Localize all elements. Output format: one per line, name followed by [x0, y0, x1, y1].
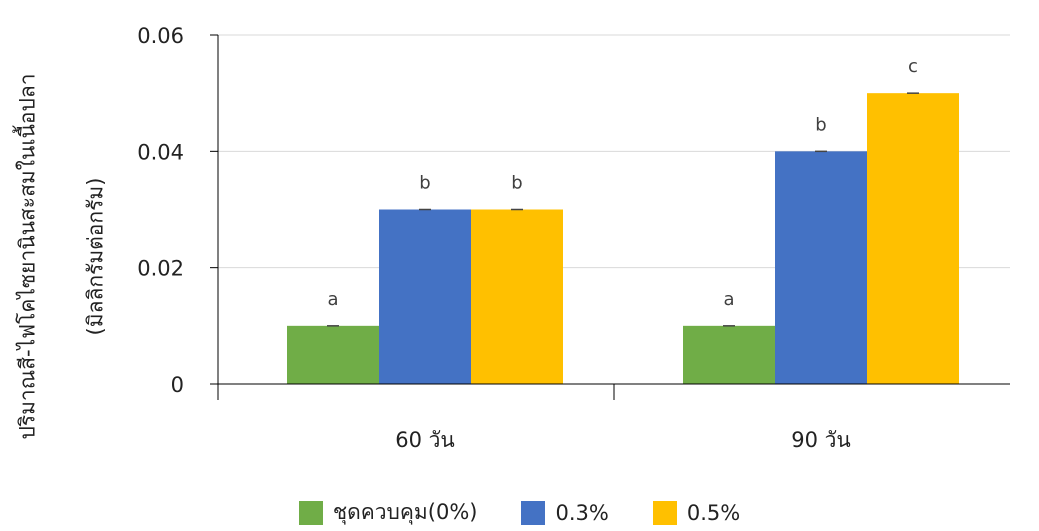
y-tick-label: 0.06: [137, 24, 184, 48]
legend-item-control: ชุดควบคุม(0%): [298, 496, 478, 529]
significance-letter: b: [815, 114, 826, 135]
y-tick-label: 0: [171, 373, 184, 397]
significance-letter: a: [327, 289, 338, 310]
bar: [683, 325, 775, 384]
legend-swatch-control: [298, 500, 323, 525]
x-tick-labels: 60 วัน 90 วัน: [395, 428, 851, 452]
significance-letter: b: [511, 173, 522, 194]
legend-label-0.3: 0.3%: [555, 500, 609, 525]
bars: [287, 92, 959, 385]
y-axis-title-line1: ปริมาณสี-ไฟโคไซยานินสะสมในเนื้อปลา: [15, 73, 40, 440]
legend-item-0.5: 0.5%: [652, 500, 741, 525]
bar: [379, 209, 471, 384]
y-tick-label: 0.02: [137, 257, 184, 281]
x-tick-label: 90 วัน: [791, 428, 851, 452]
bar: [867, 93, 959, 385]
legend: ชุดควบคุม(0%) 0.3% 0.5%: [0, 496, 1039, 529]
bar: [775, 151, 867, 384]
legend-swatch-0.3: [521, 500, 546, 525]
x-tick-label: 60 วัน: [395, 428, 455, 452]
legend-label-0.5: 0.5%: [686, 500, 741, 525]
significance-letter: b: [419, 173, 430, 194]
y-tick-label: 0.04: [137, 140, 184, 164]
bar: [471, 209, 563, 384]
significance-letter: a: [723, 289, 734, 310]
legend-swatch-0.5: [652, 500, 677, 525]
axes: [210, 34, 1010, 400]
y-tick-labels: 0 0.02 0.04 0.06: [137, 24, 184, 397]
significance-letter: c: [908, 56, 918, 77]
legend-item-0.3: 0.3%: [521, 500, 609, 525]
bar: [287, 325, 379, 384]
legend-label-control: ชุดควบคุม(0%): [332, 500, 478, 524]
significance-letters: a b b a b c: [327, 56, 917, 310]
y-axis-title-line2: (มิลลิกรัมต่อกรัม): [83, 177, 108, 336]
